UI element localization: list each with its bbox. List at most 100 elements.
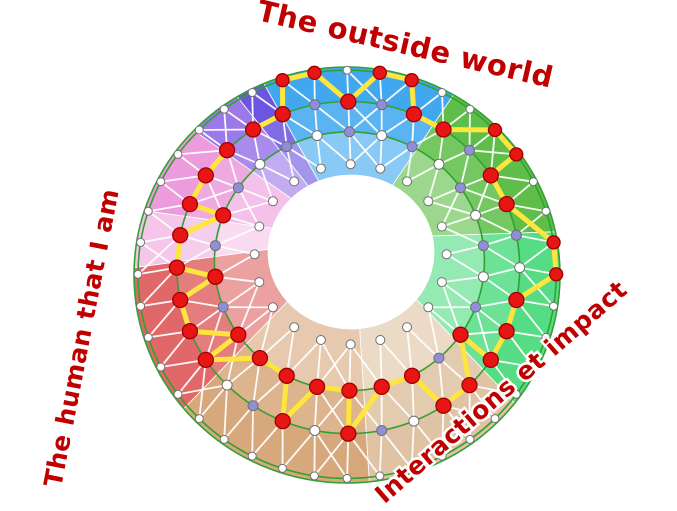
graph-node[interactable]	[345, 339, 356, 350]
graph-node[interactable]	[209, 240, 221, 252]
graph-node[interactable]	[307, 65, 322, 80]
graph-node[interactable]	[315, 163, 326, 174]
graph-node[interactable]	[342, 65, 352, 75]
graph-node[interactable]	[435, 121, 452, 138]
graph-node[interactable]	[403, 367, 421, 384]
graph-node[interactable]	[375, 471, 385, 481]
graph-node[interactable]	[461, 376, 478, 394]
graph-node[interactable]	[194, 414, 204, 424]
graph-node[interactable]	[254, 221, 265, 232]
graph-node[interactable]	[407, 463, 417, 473]
graph-node[interactable]	[436, 277, 447, 288]
graph-node[interactable]	[402, 322, 412, 333]
graph-node[interactable]	[289, 176, 300, 187]
graph-node[interactable]	[217, 301, 229, 313]
graph-node[interactable]	[136, 301, 146, 311]
graph-node[interactable]	[197, 351, 214, 369]
graph-node[interactable]	[281, 141, 293, 153]
graph-node[interactable]	[168, 259, 186, 276]
graph-node[interactable]	[372, 65, 387, 80]
graph-node[interactable]	[470, 301, 482, 313]
graph-node[interactable]	[437, 451, 447, 461]
graph-node[interactable]	[340, 93, 357, 110]
graph-node[interactable]	[340, 425, 357, 442]
graph-node[interactable]	[143, 332, 153, 342]
graph-node[interactable]	[247, 400, 259, 412]
graph-node[interactable]	[470, 209, 482, 221]
graph-node[interactable]	[207, 268, 224, 285]
graph-node[interactable]	[490, 414, 500, 424]
graph-node[interactable]	[406, 141, 418, 153]
graph-node[interactable]	[311, 130, 323, 142]
graph-node[interactable]	[315, 335, 326, 345]
graph-node[interactable]	[455, 182, 466, 194]
graph-node[interactable]	[274, 412, 291, 430]
graph-node[interactable]	[221, 379, 233, 391]
graph-node[interactable]	[482, 351, 499, 369]
graph-node[interactable]	[274, 106, 291, 123]
graph-node[interactable]	[181, 323, 199, 340]
graph-node[interactable]	[173, 389, 183, 399]
graph-node[interactable]	[219, 434, 229, 444]
graph-node[interactable]	[136, 237, 146, 247]
graph-node[interactable]	[541, 332, 551, 342]
graph-node[interactable]	[376, 425, 388, 436]
graph-node[interactable]	[197, 167, 214, 184]
graph-node[interactable]	[402, 176, 412, 187]
graph-node[interactable]	[423, 196, 434, 207]
graph-node[interactable]	[345, 159, 356, 170]
graph-node[interactable]	[477, 271, 489, 283]
graph-node[interactable]	[308, 378, 326, 395]
graph-node[interactable]	[477, 240, 489, 252]
graph-node[interactable]	[464, 144, 475, 156]
graph-node[interactable]	[549, 301, 559, 311]
graph-node[interactable]	[452, 326, 469, 343]
graph-node[interactable]	[433, 352, 445, 364]
graph-node[interactable]	[343, 126, 355, 138]
graph-node[interactable]	[376, 130, 388, 142]
graph-node[interactable]	[465, 104, 475, 114]
graph-node[interactable]	[441, 249, 452, 260]
graph-node[interactable]	[423, 302, 434, 313]
graph-node[interactable]	[267, 196, 278, 207]
graph-node[interactable]	[549, 267, 564, 282]
graph-node[interactable]	[172, 291, 189, 309]
graph-node[interactable]	[156, 177, 166, 187]
graph-node[interactable]	[435, 397, 452, 414]
graph-node[interactable]	[482, 167, 499, 184]
graph-node[interactable]	[172, 227, 189, 244]
graph-node[interactable]	[436, 221, 447, 232]
graph-node[interactable]	[215, 207, 232, 224]
graph-node[interactable]	[278, 367, 295, 384]
graph-node[interactable]	[341, 382, 358, 399]
graph-node[interactable]	[404, 73, 419, 88]
graph-node[interactable]	[309, 471, 319, 481]
graph-node[interactable]	[254, 277, 265, 288]
graph-node[interactable]	[511, 389, 521, 399]
graph-node[interactable]	[437, 88, 447, 97]
graph-node[interactable]	[219, 104, 229, 114]
graph-node[interactable]	[244, 121, 262, 138]
graph-node[interactable]	[232, 182, 244, 194]
graph-node[interactable]	[541, 206, 551, 216]
graph-node[interactable]	[251, 349, 269, 367]
graph-node[interactable]	[465, 434, 475, 444]
graph-node[interactable]	[508, 291, 525, 309]
graph-node[interactable]	[289, 322, 300, 333]
graph-node[interactable]	[509, 147, 524, 162]
graph-node[interactable]	[514, 262, 526, 274]
graph-node[interactable]	[156, 362, 166, 372]
graph-node[interactable]	[143, 206, 153, 216]
graph-node[interactable]	[247, 451, 257, 461]
graph-node[interactable]	[405, 106, 423, 123]
graph-node[interactable]	[249, 249, 260, 260]
graph-node[interactable]	[230, 326, 247, 343]
graph-node[interactable]	[528, 177, 538, 187]
graph-node[interactable]	[181, 195, 199, 213]
graph-node[interactable]	[133, 269, 143, 279]
graph-node[interactable]	[375, 163, 386, 174]
graph-node[interactable]	[373, 378, 390, 395]
graph-node[interactable]	[275, 73, 290, 88]
graph-node[interactable]	[376, 99, 388, 111]
graph-node[interactable]	[510, 229, 522, 241]
